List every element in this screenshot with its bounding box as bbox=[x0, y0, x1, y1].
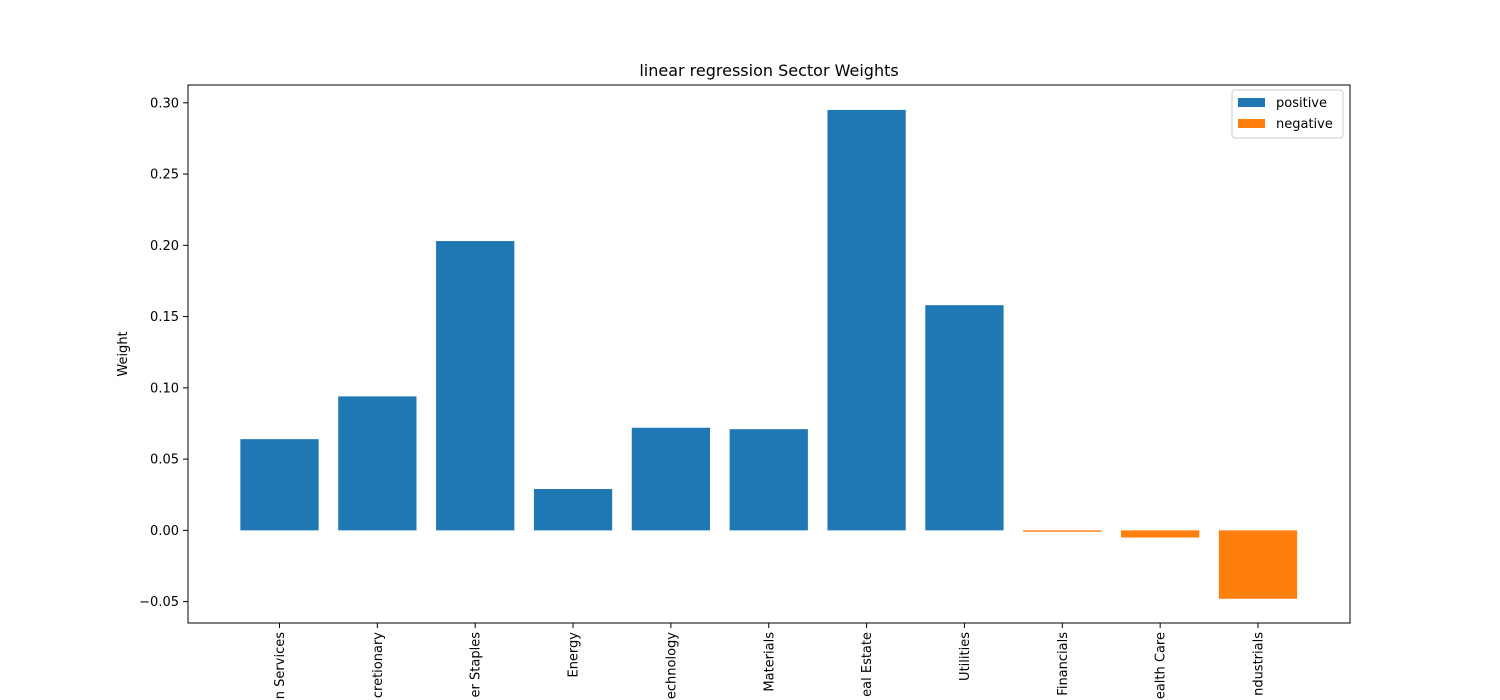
bar-financials bbox=[1023, 530, 1102, 532]
y-tick-label: 0.15 bbox=[150, 310, 179, 325]
x-tick-label: Energy bbox=[567, 632, 582, 678]
x-axis-ticks: n Services cretionary er Staples Energy echn… bbox=[273, 623, 1267, 699]
legend-label-negative: negative bbox=[1276, 117, 1333, 132]
bar-consumer-discretionary bbox=[338, 396, 417, 531]
chart-title: linear regression Sector Weights bbox=[639, 61, 898, 80]
y-tick-label: 0.30 bbox=[150, 96, 179, 111]
y-tick-label: 0.00 bbox=[150, 524, 179, 539]
x-tick-label: Financials bbox=[1056, 632, 1071, 696]
y-axis-label: Weight bbox=[116, 331, 131, 376]
y-tick-label: 0.10 bbox=[150, 381, 179, 396]
x-tick-label: ndustrials bbox=[1252, 632, 1267, 696]
y-tick-label: 0.20 bbox=[150, 239, 179, 254]
legend-swatch-negative bbox=[1238, 119, 1265, 128]
bar-industrials bbox=[1218, 530, 1298, 599]
x-tick-label: ealth Care bbox=[1154, 632, 1169, 699]
bar-energy bbox=[533, 489, 613, 531]
y-axis-ticks: −0.05 0.00 0.05 0.10 0.15 0.20 0.25 0.30 bbox=[139, 96, 188, 610]
y-tick-label: −0.05 bbox=[139, 595, 179, 610]
legend-label-positive: positive bbox=[1276, 96, 1327, 111]
legend-swatch-positive bbox=[1238, 98, 1265, 107]
bars-group bbox=[240, 109, 1298, 599]
x-tick-label: eal Estate bbox=[860, 632, 875, 697]
plot-frame bbox=[187, 84, 1351, 624]
bar-real-estate bbox=[827, 109, 906, 531]
legend: positive negative bbox=[1231, 89, 1344, 139]
bar-utilities bbox=[925, 305, 1004, 531]
x-tick-label: Materials bbox=[762, 632, 777, 692]
y-tick-label: 0.05 bbox=[150, 453, 179, 468]
y-tick-label: 0.25 bbox=[150, 168, 179, 183]
bar-materials bbox=[729, 429, 808, 531]
x-tick-label: Utilities bbox=[958, 632, 973, 681]
bar-information-technology bbox=[631, 427, 711, 531]
x-tick-label: echnology bbox=[664, 632, 679, 699]
bar-health-care bbox=[1121, 530, 1200, 538]
x-tick-label: cretionary bbox=[371, 632, 386, 698]
x-tick-label: er Staples bbox=[469, 632, 484, 698]
bar-communication-services bbox=[240, 439, 319, 531]
bar-consumer-staples bbox=[436, 241, 515, 531]
x-tick-label: n Services bbox=[273, 632, 288, 699]
